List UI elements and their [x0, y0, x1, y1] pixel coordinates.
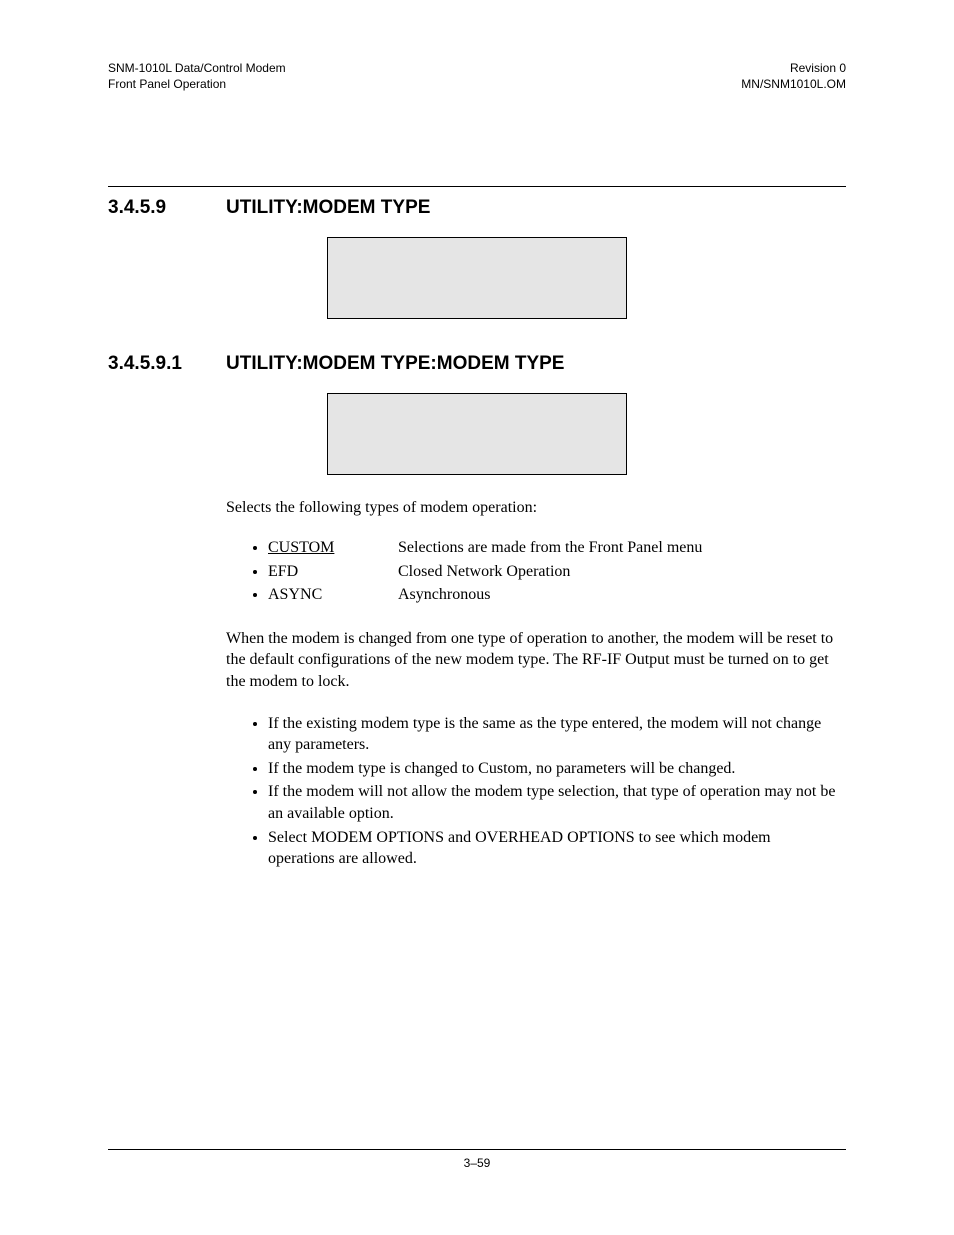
section-3-4-5-9: 3.4.5.9 UTILITY:MODEM TYPE — [108, 197, 846, 319]
section-title: UTILITY:MODEM TYPE — [226, 197, 430, 219]
rule-top — [108, 186, 846, 187]
section-heading-row: 3.4.5.9.1 UTILITY:MODEM TYPE:MODEM TYPE — [108, 353, 846, 375]
lcd-display-box — [327, 237, 627, 319]
note-item: If the modem will not allow the modem ty… — [268, 781, 846, 824]
header-left-line1: SNM-1010L Data/Control Modem — [108, 61, 286, 75]
page-header: SNM-1010L Data/Control Modem Front Panel… — [108, 60, 846, 96]
options-list: CUSTOM Selections are made from the Fron… — [268, 537, 846, 606]
intro-text: Selects the following types of modem ope… — [226, 497, 846, 519]
header-right: Revision 0 MN/SNM1010L.OM — [741, 60, 846, 92]
page-number: 3–59 — [464, 1156, 491, 1170]
note-item: If the existing modem type is the same a… — [268, 713, 846, 756]
header-right-line1: Revision 0 — [790, 61, 846, 75]
section-3-4-5-9-1: 3.4.5.9.1 UTILITY:MODEM TYPE:MODEM TYPE … — [108, 353, 846, 869]
notes-list: If the existing modem type is the same a… — [268, 713, 846, 870]
section-heading-row: 3.4.5.9 UTILITY:MODEM TYPE — [108, 197, 846, 219]
page: SNM-1010L Data/Control Modem Front Panel… — [108, 60, 846, 1170]
rule-bottom — [108, 1149, 846, 1150]
option-term: EFD — [268, 561, 398, 583]
option-term: ASYNC — [268, 584, 398, 606]
option-item: CUSTOM Selections are made from the Fron… — [268, 537, 846, 559]
paragraph: When the modem is changed from one type … — [226, 628, 846, 693]
header-left: SNM-1010L Data/Control Modem Front Panel… — [108, 60, 286, 92]
note-item: If the modem type is changed to Custom, … — [268, 758, 846, 780]
header-left-line2: Front Panel Operation — [108, 77, 226, 91]
note-item: Select MODEM OPTIONS and OVERHEAD OPTION… — [268, 827, 846, 870]
option-item: ASYNC Asynchronous — [268, 584, 846, 606]
page-footer: 3–59 — [108, 1149, 846, 1170]
option-term: CUSTOM — [268, 537, 398, 559]
option-desc: Asynchronous — [398, 584, 490, 606]
option-desc: Closed Network Operation — [398, 561, 570, 583]
body-text: Selects the following types of modem ope… — [226, 497, 846, 869]
header-right-line2: MN/SNM1010L.OM — [741, 77, 846, 91]
option-desc: Selections are made from the Front Panel… — [398, 537, 702, 559]
lcd-display-box — [327, 393, 627, 475]
option-item: EFD Closed Network Operation — [268, 561, 846, 583]
section-number: 3.4.5.9.1 — [108, 353, 226, 375]
section-title: UTILITY:MODEM TYPE:MODEM TYPE — [226, 353, 564, 375]
section-number: 3.4.5.9 — [108, 197, 226, 219]
